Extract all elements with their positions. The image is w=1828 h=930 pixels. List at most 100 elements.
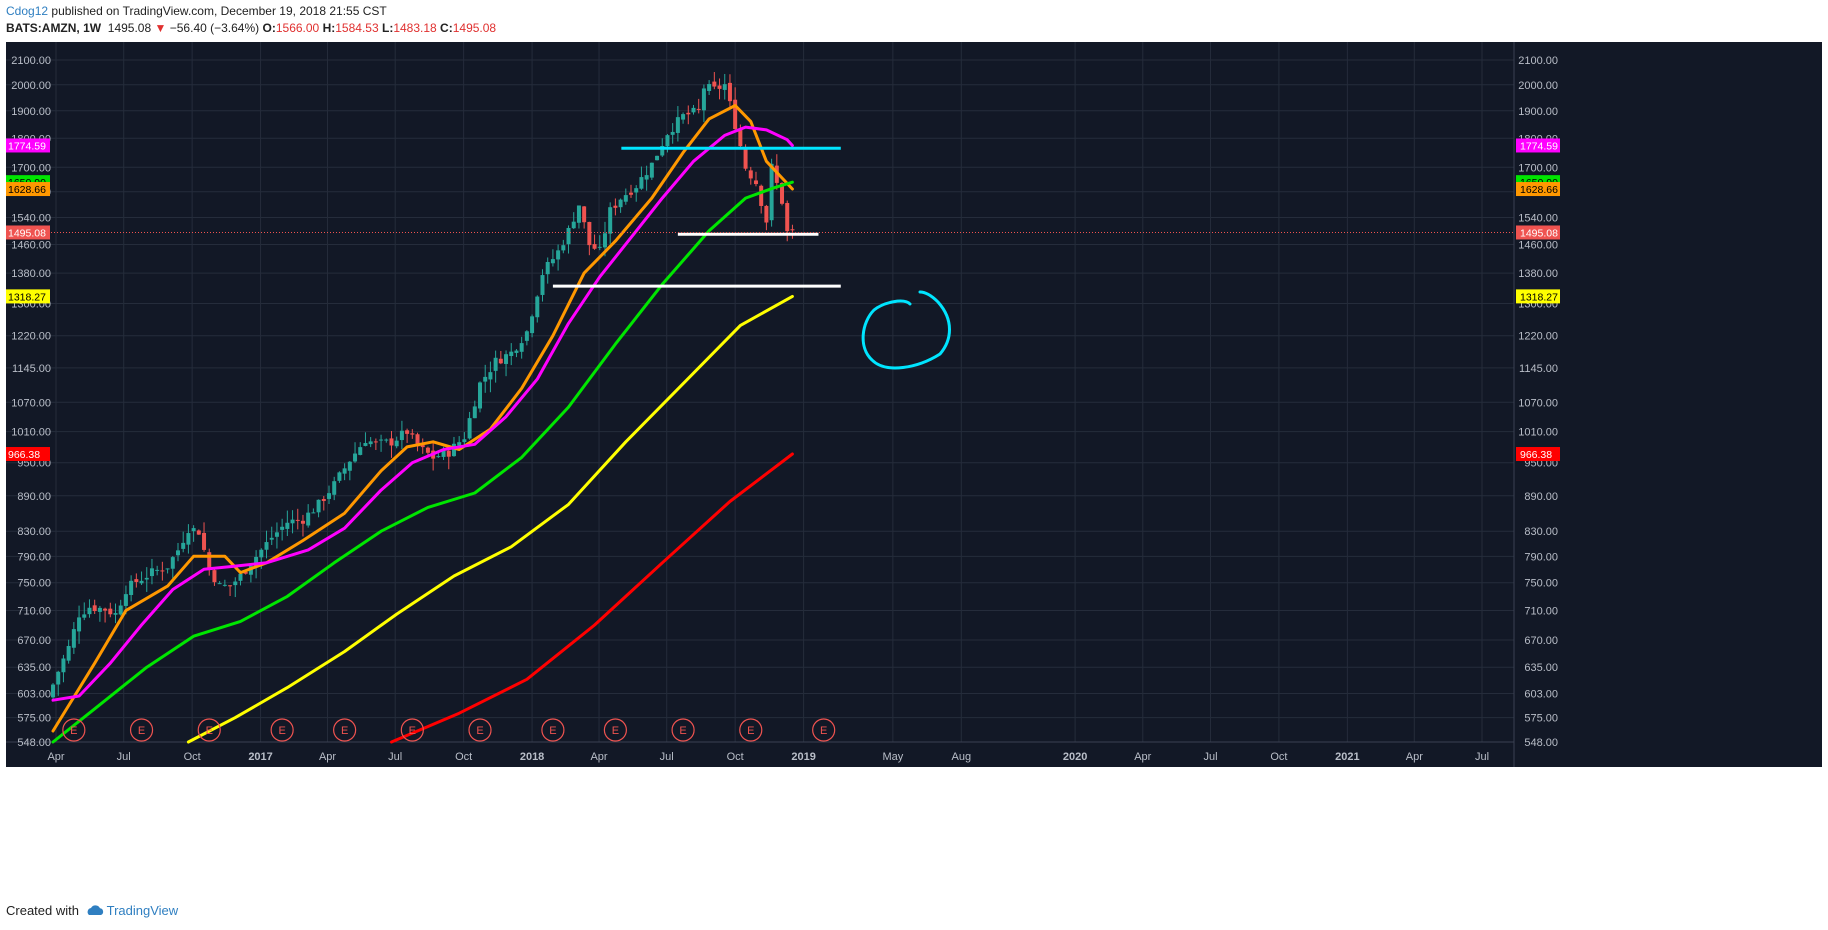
candle-body <box>576 205 581 223</box>
earnings-marker-label: E <box>747 725 754 737</box>
candle-body <box>415 434 420 447</box>
earnings-marker-circle <box>541 718 565 742</box>
x-tick-label: Oct <box>455 751 472 763</box>
y-tick-label-left: 575.00 <box>17 713 51 725</box>
candle-body <box>170 557 175 569</box>
y-tick-label-left: 2000.00 <box>11 80 51 92</box>
candle-body <box>118 605 123 615</box>
y-tick-label-right: 635.00 <box>1524 662 1558 674</box>
candle-body <box>722 84 727 90</box>
candle-body <box>149 568 154 577</box>
x-axis-labels: Apr Jul Oct 2017 Apr Jul Oct 2018 Apr Jul Oct 2019 M… <box>47 751 1489 763</box>
candle-body <box>623 195 628 202</box>
candle-body <box>561 245 566 251</box>
candle-body <box>524 331 529 341</box>
x-tick-label: Jul <box>117 751 131 763</box>
price-tag-label: 1628.66 <box>1520 184 1558 196</box>
earnings-marker-circle <box>603 718 627 742</box>
candle-body <box>707 84 712 91</box>
candle-body <box>56 671 61 685</box>
candle-body <box>759 185 764 206</box>
candle-body <box>373 441 378 443</box>
candle-body <box>665 135 670 147</box>
candle-body <box>87 607 92 615</box>
earnings-marker-circle <box>671 718 695 742</box>
candle-body <box>134 579 139 582</box>
candle-body <box>712 81 717 87</box>
candle-body <box>608 207 613 234</box>
earnings-marker-circle <box>333 718 357 742</box>
x-tick-label: 2018 <box>520 751 544 763</box>
price-tag-box <box>1516 138 1560 153</box>
earnings-marker-circle <box>739 718 763 742</box>
candle-body <box>753 180 758 185</box>
price-chart[interactable]: 2100.00 2100.00 2000.00 2000.00 1900.00 1900.… <box>6 42 1822 894</box>
y-tick-label-left: 635.00 <box>17 662 51 674</box>
candle-body <box>488 372 493 380</box>
price-tag-box <box>6 225 50 240</box>
y-tick-label-left: 670.00 <box>17 635 51 647</box>
candle-body <box>504 354 509 364</box>
price-tag-label: 1774.59 <box>1520 140 1558 152</box>
earnings-marker-label: E <box>612 725 619 737</box>
candle-body <box>61 658 66 673</box>
open-value: 1566.00 <box>275 21 320 35</box>
tradingview-cloud-icon <box>87 905 103 915</box>
price-tag-box <box>6 182 50 197</box>
candle-body <box>123 594 128 606</box>
candle-body <box>384 439 389 441</box>
y-tick-label-left: 830.00 <box>17 526 51 538</box>
candle-body <box>410 433 415 435</box>
candle-body <box>274 532 279 537</box>
candle-body <box>191 528 196 532</box>
candle-body <box>629 192 634 195</box>
close-value: 1495.08 <box>452 21 497 35</box>
candle-body <box>514 350 519 353</box>
earnings-marker-label: E <box>278 725 285 737</box>
hand-drawn-circle <box>861 290 951 370</box>
earnings-marker-label: E <box>476 725 483 737</box>
price-tag-box <box>1516 447 1560 462</box>
tradingview-link[interactable]: TradingView <box>106 903 179 918</box>
candle-body <box>269 537 274 540</box>
candle-body <box>618 199 623 208</box>
candle-body <box>530 316 535 334</box>
candle-body <box>425 447 430 453</box>
candle-body <box>342 468 347 474</box>
x-tick-label: Apr <box>1406 751 1423 763</box>
footer: Created with TradingView <box>6 903 178 918</box>
candle-body <box>446 450 451 457</box>
candle-body <box>113 613 118 615</box>
earnings-marker-label: E <box>341 725 348 737</box>
candle-body <box>571 221 576 229</box>
price-tag-label: 1628.66 <box>8 184 46 196</box>
earnings-marker-circle <box>129 718 154 742</box>
candle-body <box>82 614 87 618</box>
y-tick-label-left: 1145.00 <box>12 363 51 375</box>
author-link[interactable]: Cdog12 <box>6 4 49 18</box>
y-tick-label-right: 670.00 <box>1524 635 1558 647</box>
candle-body <box>660 145 665 156</box>
candle-body <box>535 296 540 318</box>
price-tag-label: 1495.08 <box>8 227 46 239</box>
candle-body <box>540 275 545 295</box>
y-tick-label-left: 548.00 <box>17 737 51 749</box>
candle-body <box>51 684 56 698</box>
earnings-marker-circle <box>812 718 836 742</box>
candle-body <box>321 498 326 502</box>
candle-body <box>254 556 259 567</box>
earnings-marker-label: E <box>206 725 213 737</box>
candle-body <box>738 129 743 147</box>
earnings-marker-label: E <box>820 725 827 737</box>
candle-body <box>790 229 795 231</box>
y-tick-label-left: 1460.00 <box>11 240 51 252</box>
candle-body <box>363 442 368 446</box>
price-tag-label: 1318.27 <box>1520 291 1558 303</box>
quote-bar: BATS:AMZN, 1W 1495.08 ▼ −56.40 (−3.64%) … <box>6 21 496 35</box>
candle-body <box>727 82 732 102</box>
candle-body <box>597 246 602 248</box>
y-tick-label-right: 1220.00 <box>1518 331 1558 343</box>
candle-body <box>108 608 113 615</box>
moving-average-line <box>51 125 794 702</box>
candle-body <box>186 533 191 545</box>
